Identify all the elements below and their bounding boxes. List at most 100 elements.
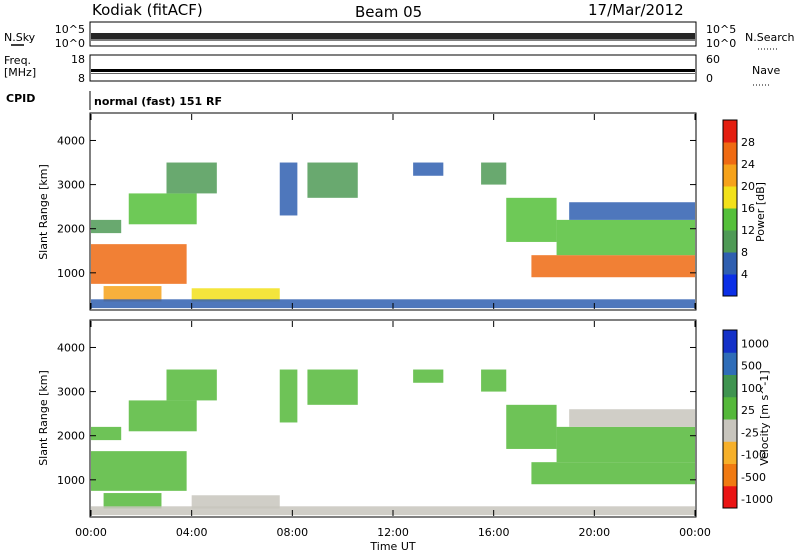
- scatter-region: [91, 219, 122, 234]
- colorbar-tick-label: 12: [741, 224, 755, 237]
- scatter-region: [481, 162, 507, 185]
- power-colorbar: 4 8 12 16 20 24 28: [722, 119, 755, 297]
- scatter-region: [481, 369, 507, 392]
- scatter-region: [569, 202, 695, 220]
- scatter-region: [103, 493, 162, 509]
- y-tick-label: 4000: [57, 341, 85, 354]
- nsky-tick-bottom: 10^0: [55, 37, 85, 50]
- colorbar-tick-label: 24: [741, 158, 755, 171]
- colorbar-segment: [723, 419, 737, 442]
- x-tick-label: 20:00: [578, 526, 610, 539]
- freq-unit: [MHz]: [4, 66, 36, 79]
- colorbar-tick-label: 16: [741, 202, 755, 215]
- colorbar-segment: [723, 396, 737, 420]
- colorbar-segment: [723, 441, 737, 464]
- nave-tick-bottom: 0: [706, 72, 713, 85]
- scatter-region: [556, 426, 695, 463]
- nsearch-tick-top: 10^5: [706, 23, 736, 36]
- freq-panel-frame: [89, 54, 697, 82]
- cpid-text: normal (fast) 151 RF: [94, 95, 222, 108]
- scatter-region: [506, 197, 557, 242]
- colorbar-frame: [722, 329, 738, 509]
- colorbar-tick-label: 25: [741, 404, 755, 417]
- scatter-region: [556, 219, 695, 256]
- scatter-region: [128, 400, 197, 432]
- velocity-colorbar: 1000 500 100 25 -25 -100 -500 -1000: [722, 329, 773, 509]
- colorbar-segment: [723, 230, 737, 253]
- nave-label: Nave: [752, 64, 780, 77]
- nave-trace: [91, 73, 695, 74]
- scatter-region: [91, 244, 187, 284]
- velocity-cbar-label: Velocity [m s^-1]: [758, 370, 771, 465]
- velocity-axes: 1000 2000 3000 4000: [57, 321, 696, 516]
- colorbar-segment: [723, 485, 737, 509]
- colorbar-segment: [723, 330, 737, 353]
- power-cbar-label: Power [dB]: [754, 182, 767, 242]
- nsearch-trace: [91, 39, 695, 41]
- cpid-label: CPID: [6, 92, 35, 105]
- scatter-region: [569, 409, 695, 427]
- colorbar-tick-label: 500: [741, 360, 762, 373]
- scatter-region: [279, 162, 298, 216]
- freq-label: Freq.: [4, 54, 31, 67]
- freq-tick-bottom: 8: [78, 72, 85, 85]
- scatter-region: [413, 369, 444, 383]
- colorbar-tick-label: 100: [741, 382, 762, 395]
- x-axis-label: Time UT: [369, 540, 415, 553]
- colorbar-tick-label: 8: [741, 246, 748, 259]
- colorbar-segment: [723, 164, 737, 187]
- scatter-region: [506, 404, 557, 449]
- x-tick-label: 08:00: [276, 526, 308, 539]
- y-tick-label: 3000: [57, 386, 85, 399]
- colorbar-segment: [723, 252, 737, 275]
- colorbar-segment: [723, 463, 737, 487]
- velocity-panel-frame: [89, 319, 697, 518]
- scatter-region: [103, 286, 162, 302]
- date-title: 17/Mar/2012: [588, 1, 684, 19]
- scatter-region: [166, 369, 217, 401]
- station-title: Kodiak (fitACF): [92, 1, 203, 19]
- x-tick-label: 12:00: [377, 526, 409, 539]
- scatter-region: [91, 451, 187, 491]
- power-ylabel: Slant Range [km]: [37, 164, 50, 260]
- power-axes: 1000 2000 3000 4000: [57, 114, 696, 309]
- colorbar-segment: [723, 274, 737, 297]
- scatter-region: [191, 495, 280, 509]
- velocity-ylabel: Slant Range [km]: [37, 370, 50, 466]
- nsky-label: N.Sky: [4, 31, 36, 44]
- scatter-region: [531, 462, 695, 485]
- nsearch-tick-bottom: 10^0: [706, 37, 736, 50]
- velocity-heatmap: [91, 369, 695, 516]
- scatter-region: [191, 288, 280, 302]
- freq-tick-top: 18: [71, 53, 85, 66]
- nsearch-label: N.Search: [745, 31, 795, 44]
- nsky-panel-frame: [89, 21, 697, 47]
- y-tick-label: 2000: [57, 430, 85, 443]
- beam-title: Beam 05: [355, 3, 422, 21]
- colorbar-tick-label: 28: [741, 136, 755, 149]
- colorbar-tick-label: -25: [741, 426, 759, 439]
- x-tick-label: 04:00: [176, 526, 208, 539]
- freq-trace: [91, 69, 695, 72]
- colorbar-segment: [723, 374, 737, 398]
- power-heatmap: [91, 162, 695, 309]
- y-tick-label: 2000: [57, 223, 85, 236]
- power-panel-frame: [89, 112, 697, 311]
- x-tick-label: 00:00: [75, 526, 107, 539]
- nave-tick-top: 60: [706, 53, 720, 66]
- colorbar-tick-label: -1000: [741, 493, 773, 506]
- scatter-region: [128, 193, 197, 225]
- y-tick-label: 4000: [57, 134, 85, 147]
- colorbar-tick-label: -100: [741, 449, 766, 462]
- x-tick-label: 16:00: [478, 526, 510, 539]
- nsky-trace: [91, 33, 695, 39]
- scatter-region: [413, 162, 444, 176]
- y-tick-label: 1000: [57, 267, 85, 280]
- time-axis: 00:00 04:00 08:00 12:00 16:00 20:00 00:00: [75, 526, 711, 539]
- colorbar-segment: [723, 142, 737, 165]
- colorbar-segment: [723, 352, 737, 375]
- x-tick-label: 00:00: [679, 526, 711, 539]
- scatter-region: [307, 369, 358, 405]
- scatter-region: [307, 162, 358, 198]
